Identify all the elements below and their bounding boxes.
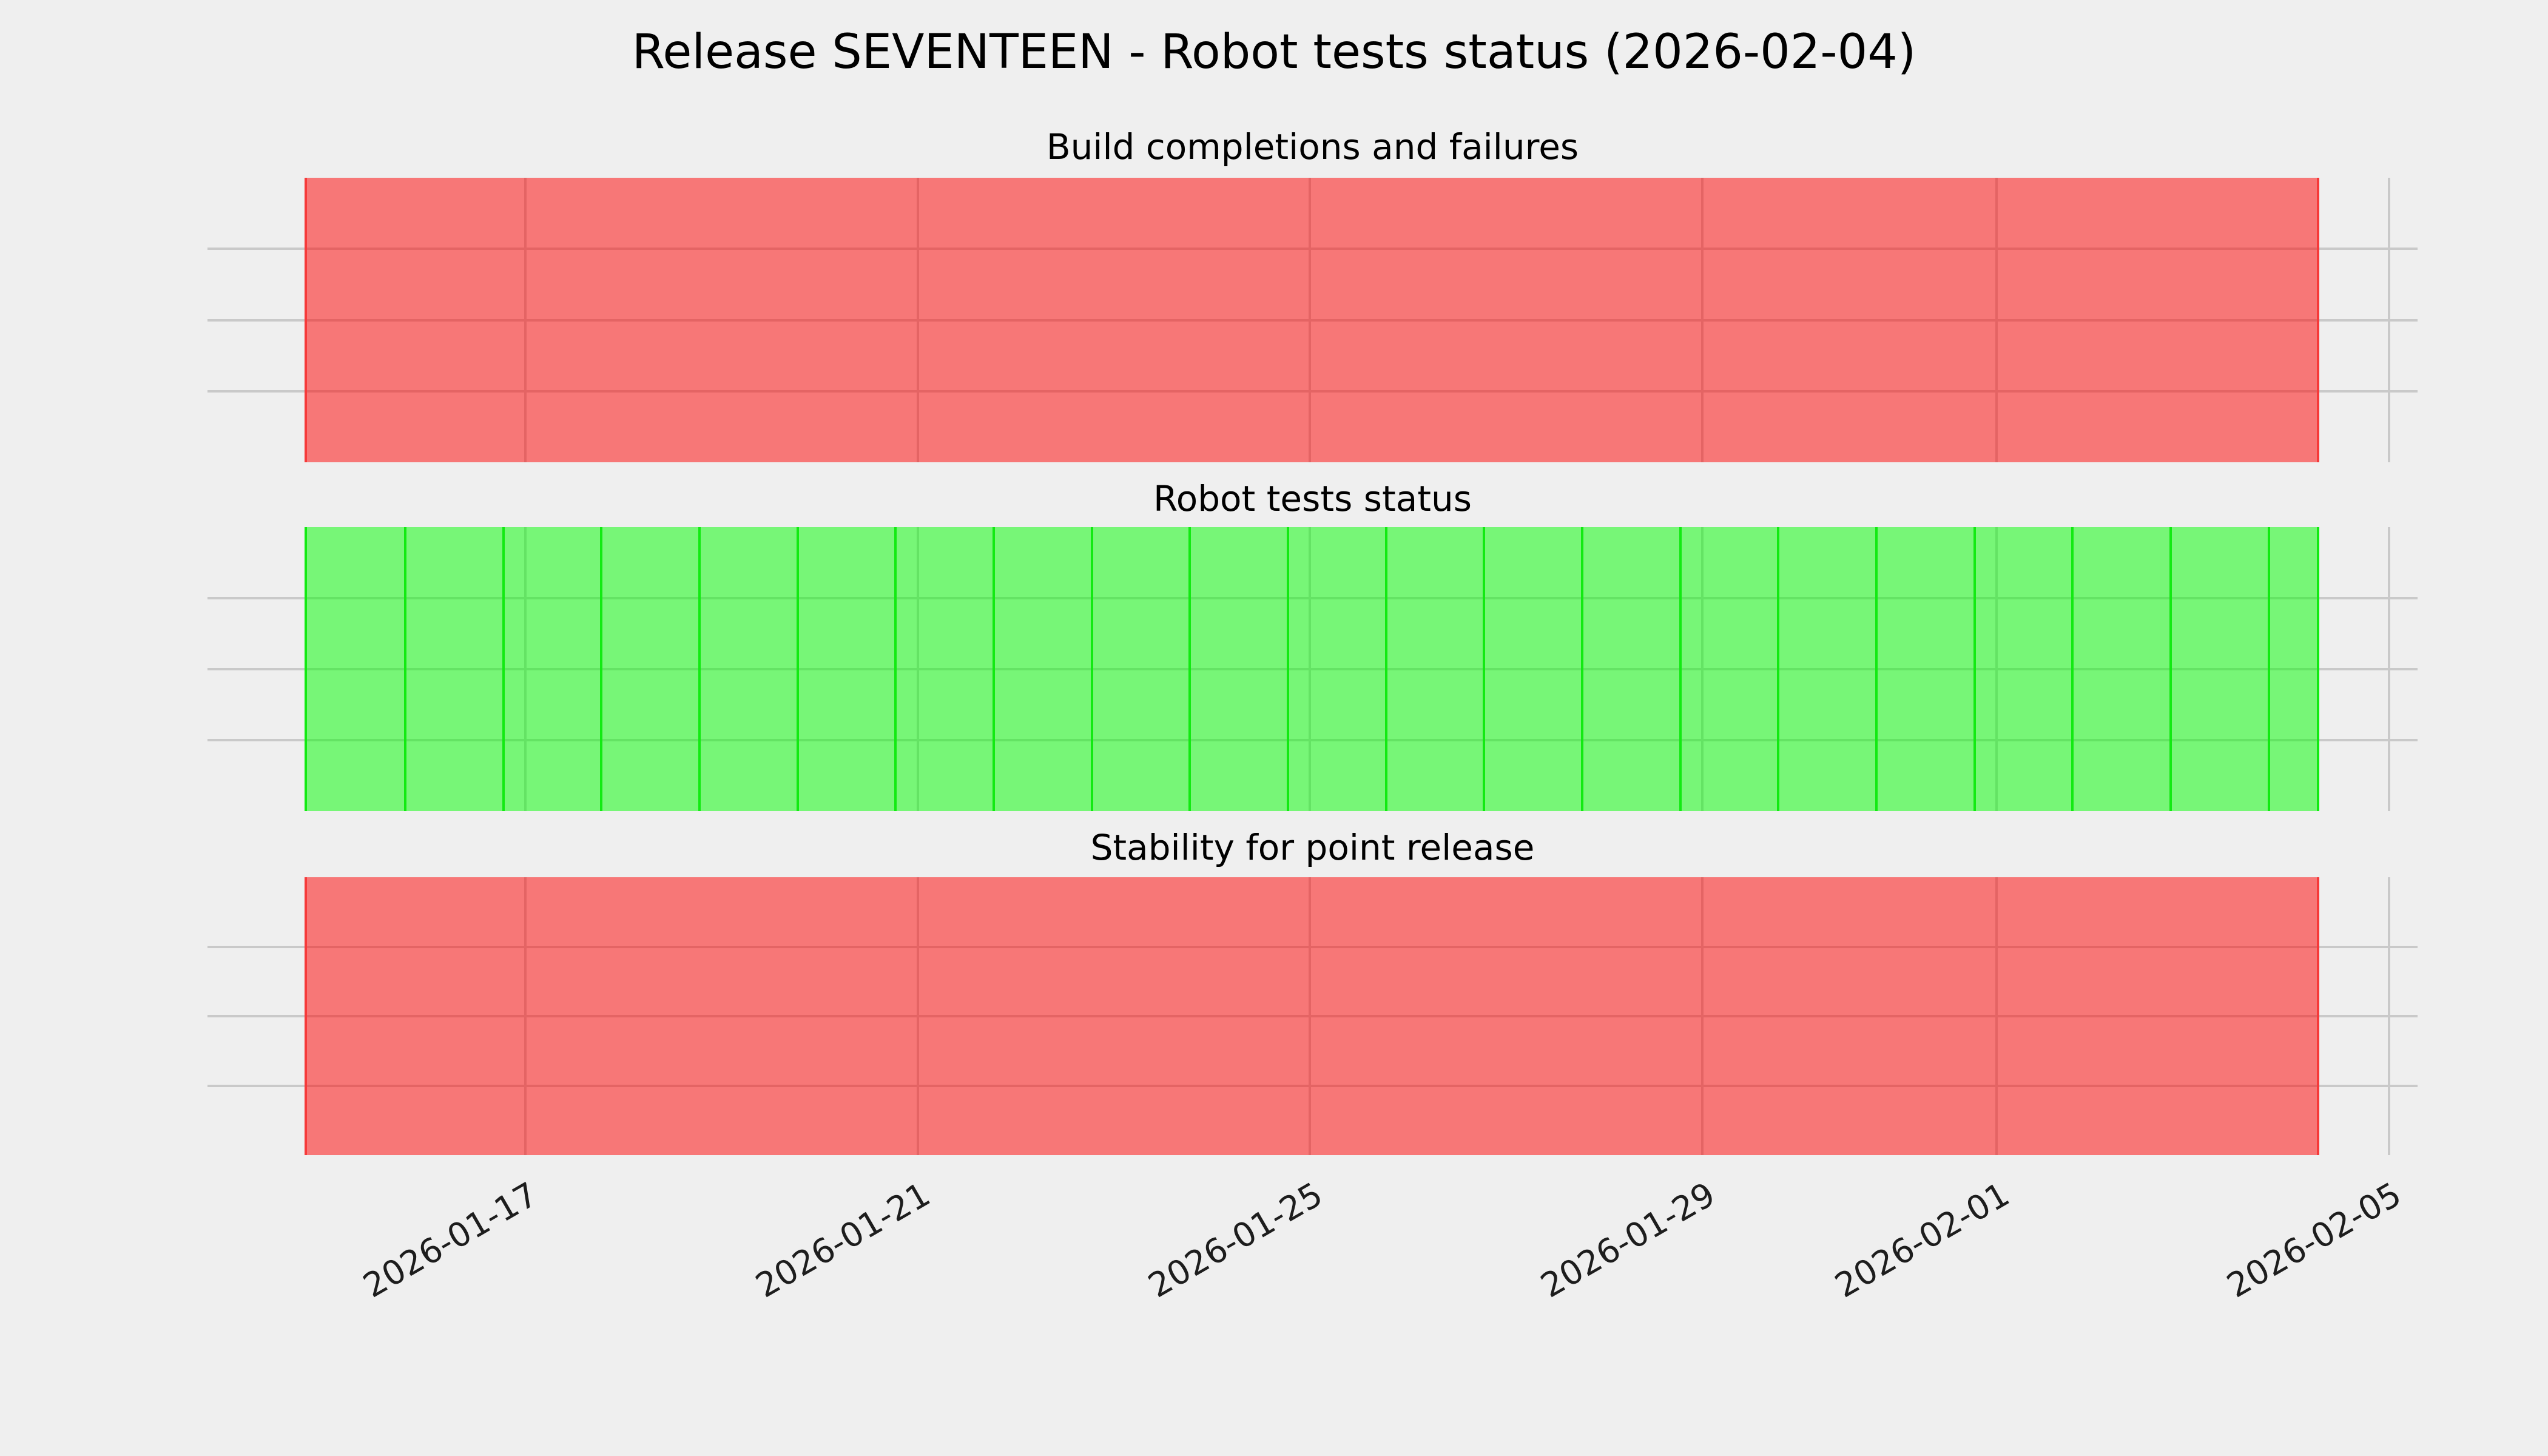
day-divider — [1483, 527, 1486, 811]
subplot-2-title: Robot tests status — [1153, 478, 1472, 519]
day-divider — [2169, 527, 2172, 811]
x-gridline — [2387, 877, 2390, 1155]
day-divider — [2267, 527, 2270, 811]
day-divider — [992, 527, 995, 811]
day-divider — [1287, 527, 1290, 811]
day-divider — [796, 527, 799, 811]
status-band-failing — [305, 877, 2320, 1155]
x-tick-label-text: 2026-01-21 — [749, 1175, 937, 1306]
day-divider — [1384, 527, 1387, 811]
x-tick-label-text: 2026-01-25 — [1141, 1175, 1329, 1306]
day-divider — [502, 527, 505, 811]
day-divider — [1090, 527, 1093, 811]
x-tick-label-text: 2026-01-29 — [1534, 1175, 1722, 1306]
subplot-2-axes — [207, 527, 2418, 811]
day-divider — [1875, 527, 1878, 811]
x-tick-label-text: 2026-02-05 — [2220, 1175, 2408, 1306]
subplot-1-axes — [207, 178, 2418, 462]
day-divider — [894, 527, 897, 811]
day-divider — [698, 527, 701, 811]
day-divider — [1777, 527, 1780, 811]
day-divider — [1679, 527, 1682, 811]
figure-title: Release SEVENTEEN - Robot tests status (… — [632, 25, 1916, 79]
day-divider — [2071, 527, 2074, 811]
day-divider — [403, 527, 406, 811]
subplot-3-title: Stability for point release — [1090, 827, 1535, 868]
x-tick-label-text: 2026-02-01 — [1828, 1175, 2016, 1306]
day-divider — [600, 527, 603, 811]
status-band-passing — [305, 527, 2320, 811]
status-band-failing — [305, 178, 2320, 462]
subplot-1-title: Build completions and failures — [1046, 126, 1579, 167]
subplot-3-axes — [207, 877, 2418, 1155]
day-divider — [1188, 527, 1191, 811]
x-tick-label-text: 2026-01-17 — [357, 1175, 544, 1306]
x-gridline — [2387, 527, 2390, 811]
x-gridline — [2387, 178, 2390, 462]
day-divider — [1581, 527, 1584, 811]
day-divider — [1973, 527, 1976, 811]
